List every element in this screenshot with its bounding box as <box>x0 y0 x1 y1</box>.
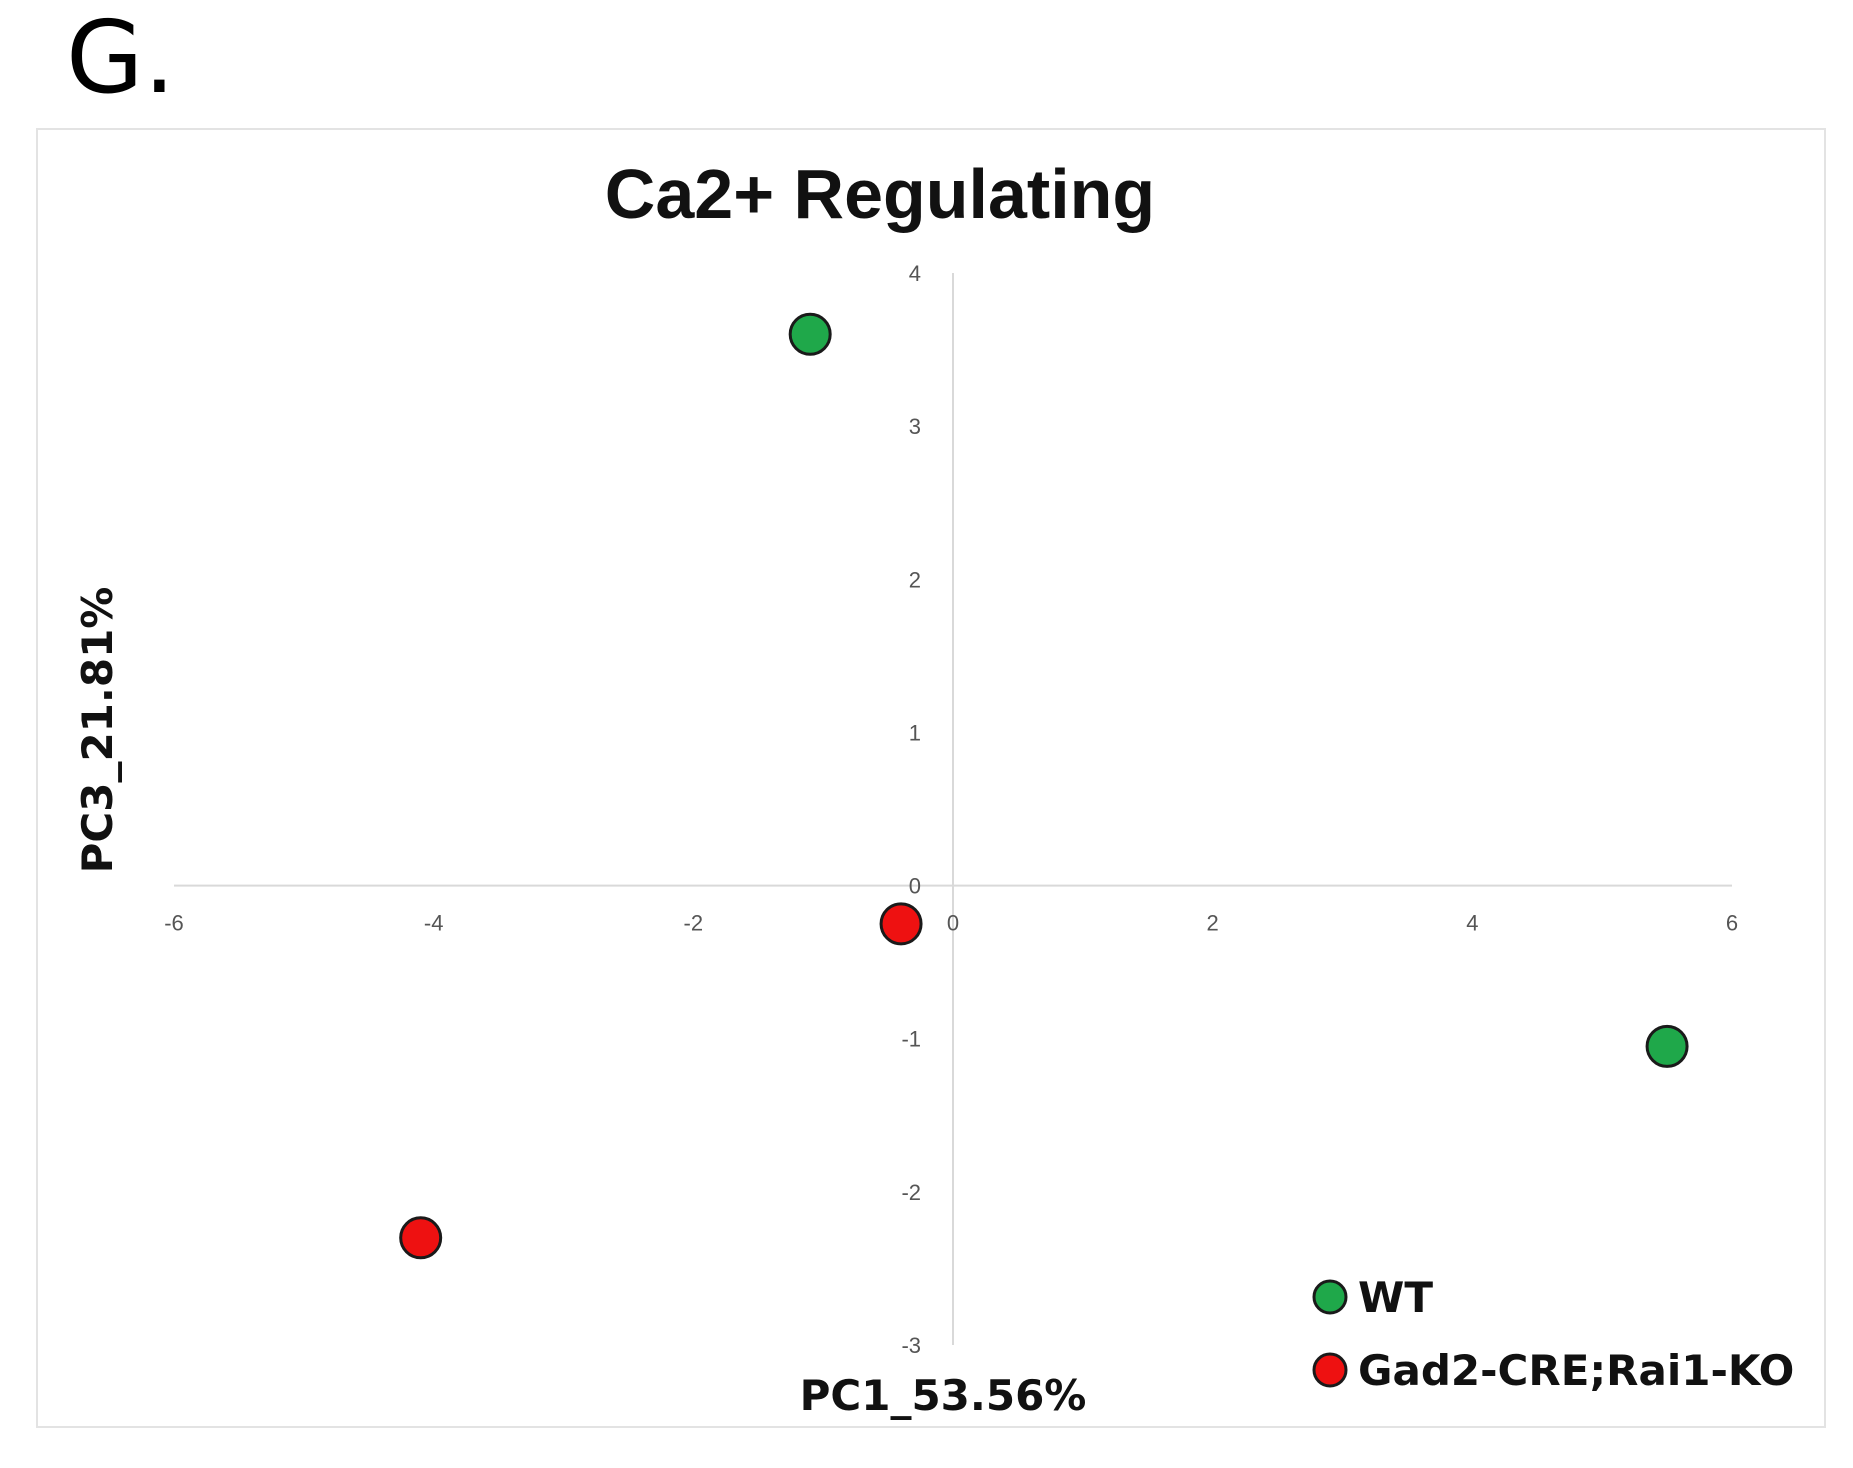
x-tick-label: 6 <box>1726 911 1738 936</box>
y-tick-label: 4 <box>909 261 921 286</box>
x-tick-label: -6 <box>164 911 184 936</box>
y-tick-label: 3 <box>909 414 921 439</box>
x-tick-label: 4 <box>1466 911 1478 936</box>
x-tick-label: -2 <box>684 911 704 936</box>
chart-frame <box>36 128 1826 1428</box>
x-tick-label: 0 <box>947 911 959 936</box>
legend: WT Gad2-CRE;Rai1-KO <box>1312 1273 1794 1395</box>
y-tick-label: 1 <box>909 720 921 745</box>
y-tick-labels: -3 -2 -1 0 1 2 3 4 <box>901 261 921 1358</box>
legend-marker <box>1312 1352 1348 1388</box>
x-axis-title: PC1_53.56% <box>800 1371 1087 1420</box>
data-point <box>399 1216 443 1260</box>
chart-title: Ca2+ Regulating <box>605 155 1155 233</box>
x-tick-label: -4 <box>424 911 444 936</box>
data-point <box>879 902 923 946</box>
data-point <box>788 312 832 356</box>
legend-label: Gad2-CRE;Rai1-KO <box>1358 1346 1794 1395</box>
y-tick-label: 0 <box>909 874 921 899</box>
y-axis-title: PC3_21.81% <box>73 587 122 874</box>
y-tick-label: -1 <box>901 1027 921 1052</box>
legend-label: WT <box>1358 1273 1433 1322</box>
y-tick-label: 2 <box>909 567 921 592</box>
x-tick-labels: -6 -4 -2 0 2 4 6 <box>164 911 1738 936</box>
data-points <box>399 312 1689 1260</box>
legend-marker <box>1312 1279 1348 1315</box>
y-tick-label: -2 <box>901 1180 921 1205</box>
y-tick-label: -3 <box>901 1333 921 1358</box>
data-point <box>1645 1024 1689 1068</box>
panel-label: G. <box>66 0 176 116</box>
x-tick-label: 2 <box>1207 911 1219 936</box>
